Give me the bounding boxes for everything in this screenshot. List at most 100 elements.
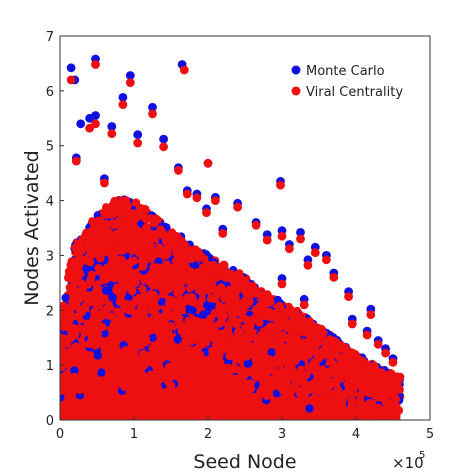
viral-centrality-point (125, 78, 135, 87)
y-tick-label: 3 (46, 249, 54, 264)
viral-centrality-point (238, 306, 248, 316)
viral-centrality-point (119, 245, 128, 255)
viral-centrality-point (142, 292, 151, 301)
viral-centrality-point (308, 345, 317, 354)
viral-centrality-point (232, 287, 241, 296)
viral-centrality-point (393, 384, 402, 393)
viral-centrality-point (207, 261, 216, 270)
viral-centrality-point (203, 158, 213, 168)
viral-centrality-point (126, 282, 135, 292)
viral-centrality-point (222, 303, 231, 312)
viral-centrality-point (208, 346, 217, 356)
viral-centrality-point (152, 229, 161, 239)
viral-centrality-point (305, 365, 315, 374)
monte-carlo-point (97, 368, 106, 377)
viral-centrality-point (106, 312, 116, 321)
viral-centrality-point (303, 260, 313, 270)
viral-centrality-point (138, 349, 148, 359)
viral-centrality-point (133, 226, 142, 235)
viral-centrality-point (65, 347, 75, 356)
legend-label-viral-centrality: Viral Centrality (306, 85, 403, 100)
viral-centrality-point (348, 384, 357, 394)
viral-centrality-point (242, 281, 251, 290)
viral-centrality-point (90, 365, 99, 375)
y-tick-label: 2 (46, 304, 54, 319)
monte-carlo-point (305, 404, 314, 413)
viral-centrality-point (279, 386, 288, 395)
viral-centrality-point (138, 256, 147, 265)
viral-centrality-point (86, 325, 95, 334)
viral-centrality-point (206, 314, 216, 323)
viral-centrality-point (337, 372, 347, 381)
viral-centrality-point (326, 357, 336, 366)
viral-centrality-point (137, 212, 146, 221)
viral-centrality-point (98, 323, 107, 332)
viral-centrality-point (250, 351, 259, 361)
viral-centrality-point (293, 335, 302, 344)
viral-centrality-point (139, 324, 149, 334)
viral-centrality-point (347, 319, 357, 329)
viral-centrality-point (242, 336, 251, 345)
viral-centrality-point (171, 241, 180, 251)
viral-centrality-point (117, 285, 126, 294)
viral-centrality-point (262, 235, 272, 245)
monte-carlo-point (105, 287, 114, 296)
viral-centrality-point (218, 229, 228, 238)
viral-centrality-point (116, 209, 126, 218)
viral-centrality-point (110, 206, 119, 215)
viral-centrality-point (202, 208, 211, 218)
viral-centrality-point (148, 344, 157, 353)
viral-centrality-point (269, 367, 279, 376)
monte-carlo-point (61, 293, 70, 302)
viral-centrality-point (161, 248, 170, 257)
viral-centrality-point (215, 302, 225, 311)
viral-centrality-point (177, 237, 187, 246)
viral-centrality-point (166, 346, 175, 356)
y-tick-label: 4 (46, 195, 54, 210)
viral-centrality-point (388, 358, 398, 367)
viral-centrality-point (366, 310, 376, 320)
viral-centrality-point (132, 242, 141, 251)
viral-centrality-point (124, 260, 134, 269)
viral-centrality-point (310, 357, 319, 367)
monte-carlo-point (173, 335, 182, 344)
viral-centrality-point (381, 397, 390, 406)
viral-centrality-point (106, 352, 115, 362)
viral-centrality-point (225, 351, 234, 361)
viral-centrality-point (376, 381, 386, 391)
viral-centrality-point (291, 384, 301, 393)
viral-centrality-point (196, 275, 205, 284)
viral-centrality-point (246, 320, 255, 330)
viral-centrality-point (153, 263, 162, 272)
viral-centrality-point (124, 306, 134, 315)
viral-centrality-point (279, 314, 288, 323)
viral-centrality-point (309, 379, 318, 388)
viral-centrality-point (190, 349, 200, 358)
monte-carlo-point (148, 102, 157, 112)
viral-centrality-point (199, 399, 208, 408)
viral-centrality-point (231, 317, 241, 326)
viral-centrality-point (230, 275, 239, 284)
viral-centrality-point (66, 75, 76, 85)
viral-centrality-point (261, 381, 270, 390)
x-tick-label: 1 (130, 427, 138, 442)
viral-centrality-point (83, 230, 93, 239)
viral-centrality-point (285, 244, 294, 254)
viral-centrality-point (164, 241, 173, 250)
viral-centrality-point (281, 408, 290, 417)
monte-carlo-point (133, 130, 143, 140)
viral-centrality-point (133, 138, 143, 148)
viral-centrality-point (67, 394, 76, 403)
viral-centrality-point (77, 358, 86, 367)
viral-centrality-point (356, 399, 366, 408)
viral-centrality-point (293, 377, 302, 386)
viral-centrality-point (127, 233, 137, 243)
viral-centrality-point (391, 395, 401, 404)
viral-centrality-point (219, 385, 228, 395)
plot-frame (59, 35, 431, 421)
viral-centrality-point (276, 180, 285, 190)
viral-centrality-point (299, 300, 309, 310)
viral-centrality-point (118, 100, 128, 109)
viral-centrality-point (60, 302, 68, 311)
monte-carlo-point (148, 333, 157, 342)
